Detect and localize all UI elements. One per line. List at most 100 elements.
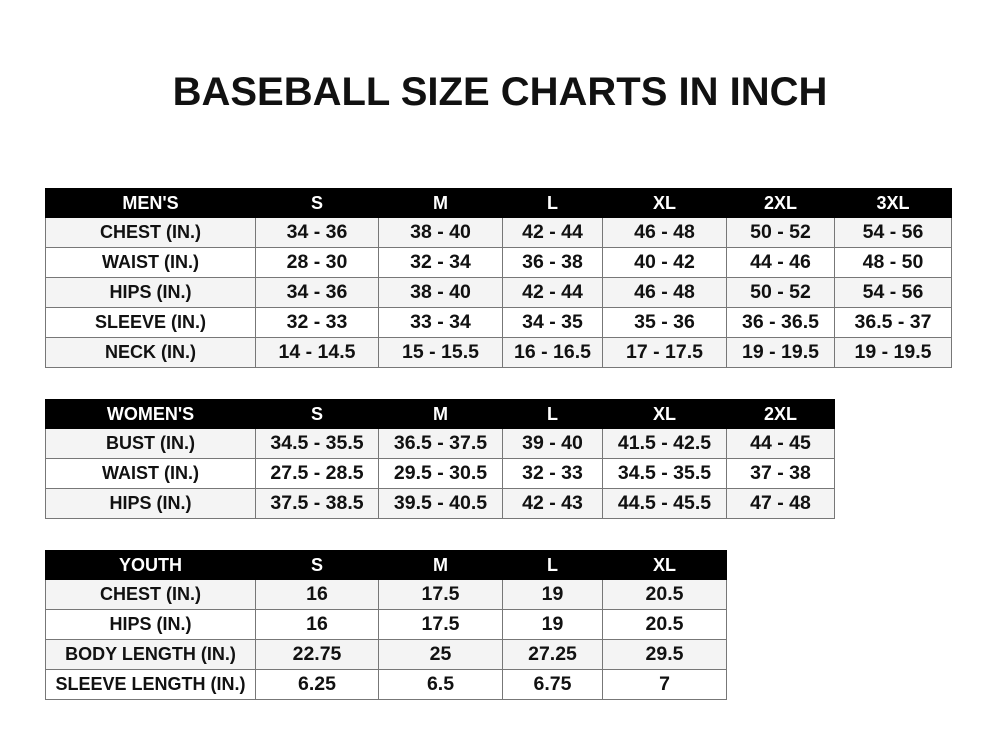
measurement-label: HIPS (IN.) <box>45 488 256 519</box>
size-value: 14 - 14.5 <box>255 337 379 368</box>
size-value: 17 - 17.5 <box>602 337 727 368</box>
size-value: 32 - 33 <box>502 458 603 489</box>
size-value: 34 - 36 <box>255 277 379 308</box>
header-row: MEN'S S M L XL 2XL 3XL <box>45 188 952 218</box>
size-value: 42 - 44 <box>502 277 603 308</box>
size-value: 46 - 48 <box>602 277 727 308</box>
measurement-label: HIPS (IN.) <box>45 277 256 308</box>
size-value: 6.25 <box>255 669 379 700</box>
size-value: 41.5 - 42.5 <box>602 428 727 459</box>
size-value: 34 - 36 <box>255 217 379 248</box>
size-header: S <box>255 188 379 218</box>
size-value: 20.5 <box>602 609 727 640</box>
size-header: L <box>502 399 603 429</box>
table-row: NECK (IN.) 14 - 14.5 15 - 15.5 16 - 16.5 17 … <box>45 337 952 368</box>
table-row: WAIST (IN.) 27.5 - 28.5 29.5 - 30.5 32 - 33… <box>45 458 835 489</box>
size-value: 54 - 56 <box>834 277 952 308</box>
size-value: 16 <box>255 579 379 610</box>
table-row: HIPS (IN.) 16 17.5 19 20.5 <box>45 609 727 640</box>
size-header: L <box>502 188 603 218</box>
size-value: 48 - 50 <box>834 247 952 278</box>
category-header: MEN'S <box>45 188 256 218</box>
size-header: 2XL <box>726 399 835 429</box>
size-header: M <box>378 188 503 218</box>
table-row: HIPS (IN.) 34 - 36 38 - 40 42 - 44 46 - 48 50… <box>45 277 952 308</box>
header-row: YOUTH S M L XL <box>45 550 727 580</box>
measurement-label: SLEEVE (IN.) <box>45 307 256 338</box>
category-header: WOMEN'S <box>45 399 256 429</box>
size-value: 6.5 <box>378 669 503 700</box>
size-value: 50 - 52 <box>726 277 835 308</box>
size-value: 44.5 - 45.5 <box>602 488 727 519</box>
size-header: S <box>255 399 379 429</box>
size-value: 6.75 <box>502 669 603 700</box>
size-header: L <box>502 550 603 580</box>
table-row: SLEEVE LENGTH (IN.) 6.25 6.5 6.75 7 <box>45 669 727 700</box>
size-value: 37 - 38 <box>726 458 835 489</box>
header-row: WOMEN'S S M L XL 2XL <box>45 399 835 429</box>
size-header: 2XL <box>726 188 835 218</box>
measurement-label: CHEST (IN.) <box>45 579 256 610</box>
size-value: 19 - 19.5 <box>834 337 952 368</box>
category-header: YOUTH <box>45 550 256 580</box>
size-value: 42 - 44 <box>502 217 603 248</box>
size-value: 27.25 <box>502 639 603 670</box>
size-value: 50 - 52 <box>726 217 835 248</box>
page-title: BASEBALL SIZE CHARTS IN INCH <box>172 70 828 114</box>
size-value: 22.75 <box>255 639 379 670</box>
size-value: 15 - 15.5 <box>378 337 503 368</box>
size-value: 34 - 35 <box>502 307 603 338</box>
womens-size-table: WOMEN'S S M L XL 2XL BUST (IN.) 34.5 - 35.5 36.5… <box>45 399 835 519</box>
table-row: WAIST (IN.) 28 - 30 32 - 34 36 - 38 40 - 42 4… <box>45 247 952 278</box>
table-row: HIPS (IN.) 37.5 - 38.5 39.5 - 40.5 42 - 43 4… <box>45 488 835 519</box>
size-header: XL <box>602 188 727 218</box>
size-header: XL <box>602 399 727 429</box>
size-value: 36.5 - 37.5 <box>378 428 503 459</box>
size-value: 16 - 16.5 <box>502 337 603 368</box>
size-value: 39 - 40 <box>502 428 603 459</box>
size-value: 39.5 - 40.5 <box>378 488 503 519</box>
mens-size-table: MEN'S S M L XL 2XL 3XL CHEST (IN.) 34 - 36 38 - 4… <box>45 188 952 368</box>
size-value: 44 - 46 <box>726 247 835 278</box>
size-value: 17.5 <box>378 609 503 640</box>
size-value: 42 - 43 <box>502 488 603 519</box>
measurement-label: WAIST (IN.) <box>45 458 256 489</box>
size-value: 34.5 - 35.5 <box>255 428 379 459</box>
size-value: 46 - 48 <box>602 217 727 248</box>
table-row: BODY LENGTH (IN.) 22.75 25 27.25 29.5 <box>45 639 727 670</box>
size-header: M <box>378 550 503 580</box>
size-value: 34.5 - 35.5 <box>602 458 727 489</box>
table-row: BUST (IN.) 34.5 - 35.5 36.5 - 37.5 39 - 40 4… <box>45 428 835 459</box>
size-value: 36 - 36.5 <box>726 307 835 338</box>
size-value: 36.5 - 37 <box>834 307 952 338</box>
youth-size-table: YOUTH S M L XL CHEST (IN.) 16 17.5 19 20.5 HIPS (I… <box>45 550 727 700</box>
size-value: 7 <box>602 669 727 700</box>
size-value: 29.5 - 30.5 <box>378 458 503 489</box>
measurement-label: BUST (IN.) <box>45 428 256 459</box>
measurement-label: HIPS (IN.) <box>45 609 256 640</box>
size-value: 28 - 30 <box>255 247 379 278</box>
size-value: 47 - 48 <box>726 488 835 519</box>
size-value: 38 - 40 <box>378 277 503 308</box>
size-value: 19 <box>502 579 603 610</box>
size-value: 54 - 56 <box>834 217 952 248</box>
size-value: 33 - 34 <box>378 307 503 338</box>
measurement-label: BODY LENGTH (IN.) <box>45 639 256 670</box>
size-value: 35 - 36 <box>602 307 727 338</box>
size-value: 17.5 <box>378 579 503 610</box>
size-value: 19 - 19.5 <box>726 337 835 368</box>
size-value: 19 <box>502 609 603 640</box>
size-value: 25 <box>378 639 503 670</box>
size-value: 32 - 34 <box>378 247 503 278</box>
size-value: 38 - 40 <box>378 217 503 248</box>
size-value: 20.5 <box>602 579 727 610</box>
size-value: 29.5 <box>602 639 727 670</box>
measurement-label: NECK (IN.) <box>45 337 256 368</box>
size-value: 32 - 33 <box>255 307 379 338</box>
table-row: CHEST (IN.) 16 17.5 19 20.5 <box>45 579 727 610</box>
size-value: 40 - 42 <box>602 247 727 278</box>
size-header: M <box>378 399 503 429</box>
measurement-label: SLEEVE LENGTH (IN.) <box>45 669 256 700</box>
size-value: 27.5 - 28.5 <box>255 458 379 489</box>
size-header: 3XL <box>834 188 952 218</box>
